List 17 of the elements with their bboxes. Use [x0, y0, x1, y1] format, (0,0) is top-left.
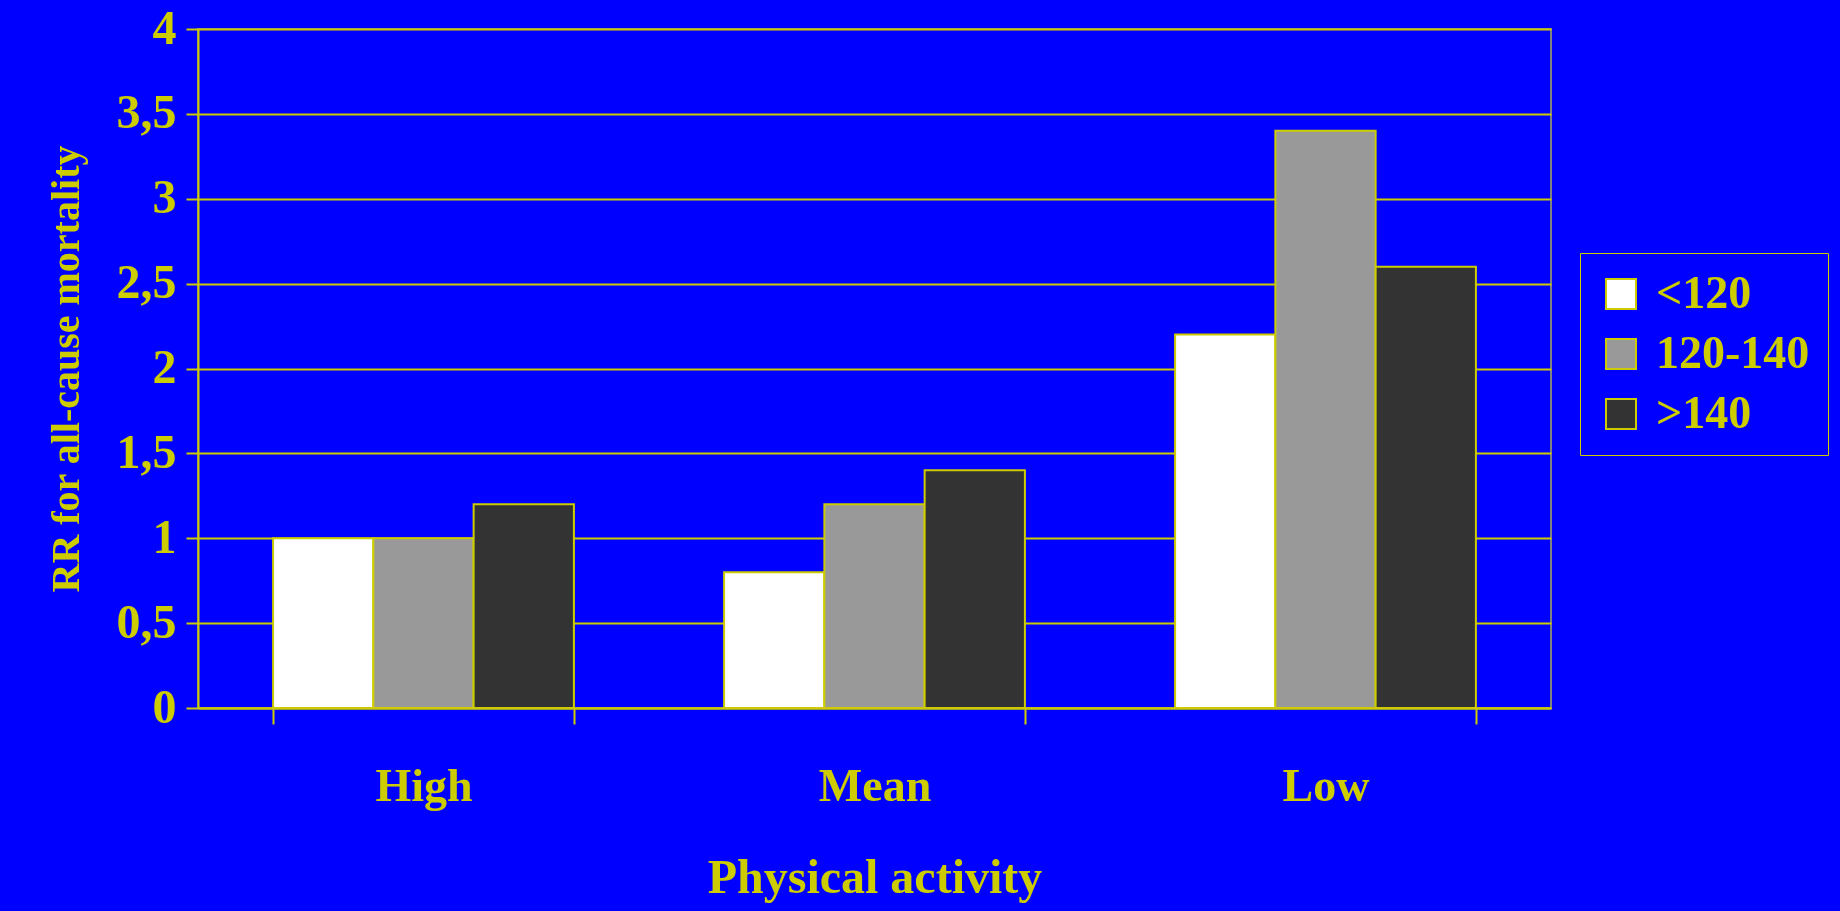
legend-label: 120-140	[1656, 327, 1810, 378]
y-tick-label: 2,5	[116, 255, 177, 309]
y-tick-label: 0,5	[116, 594, 177, 648]
y-tick-label: 0	[152, 679, 177, 733]
y-tick-label: 1	[152, 509, 177, 563]
x-axis-title: Physical activity	[707, 849, 1043, 903]
legend-label: <120	[1656, 267, 1752, 318]
y-tick-label: 4	[152, 0, 177, 54]
y-tick-label: 2	[152, 340, 177, 393]
x-tick-label: Low	[1282, 759, 1370, 811]
x-tick-label: Mean	[818, 759, 932, 811]
x-tick-label: High	[375, 759, 473, 811]
y-axis-title: RR for all-cause mortality	[42, 145, 88, 593]
legend-label: >140	[1656, 387, 1752, 438]
y-tick-label: 1,5	[116, 424, 177, 478]
y-tick-label: 3	[152, 170, 177, 224]
y-tick-label: 3,5	[116, 85, 177, 139]
